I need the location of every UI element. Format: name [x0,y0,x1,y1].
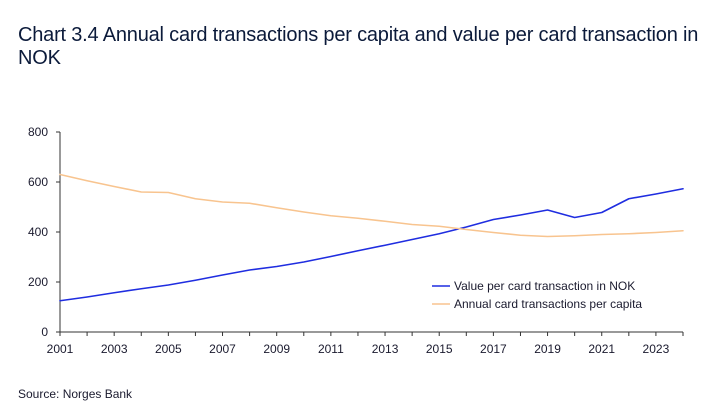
y-tick-label: 800 [28,125,48,139]
chart-title: Chart 3.4 Annual card transactions per c… [18,24,699,69]
x-tick-label: 2023 [643,342,670,356]
legend-label: Value per card transaction in NOK [454,279,635,293]
series-line-value-per-transaction [59,187,684,302]
y-tick-label: 600 [28,175,48,189]
x-tick-label: 2017 [480,342,507,356]
y-axis: 0 200 400 600 800 [28,125,61,339]
x-tick-label: 2009 [263,342,290,356]
x-axis: 2001 2003 2005 2007 2009 2011 2013 2015 2017 2019… [47,331,684,356]
legend: Value per card transaction in NOK Annual … [432,279,642,311]
series-lines [59,173,684,302]
legend-label: Annual card transactions per capita [454,297,642,311]
x-tick-label: 2005 [155,342,182,356]
y-tick-label: 400 [28,225,48,239]
y-tick-label: 200 [28,275,48,289]
source-note: Source: Norges Bank [18,387,133,401]
x-tick-label: 2019 [534,342,561,356]
x-tick-label: 2003 [101,342,128,356]
series-line-annual-transactions [59,173,684,238]
x-tick-label: 2011 [318,342,344,356]
x-tick-label: 2015 [426,342,453,356]
x-tick-label: 2001 [47,342,74,356]
x-tick-label: 2013 [372,342,399,356]
x-tick-label: 2021 [588,342,615,356]
x-tick-label: 2007 [209,342,236,356]
y-tick-label: 0 [41,325,48,339]
